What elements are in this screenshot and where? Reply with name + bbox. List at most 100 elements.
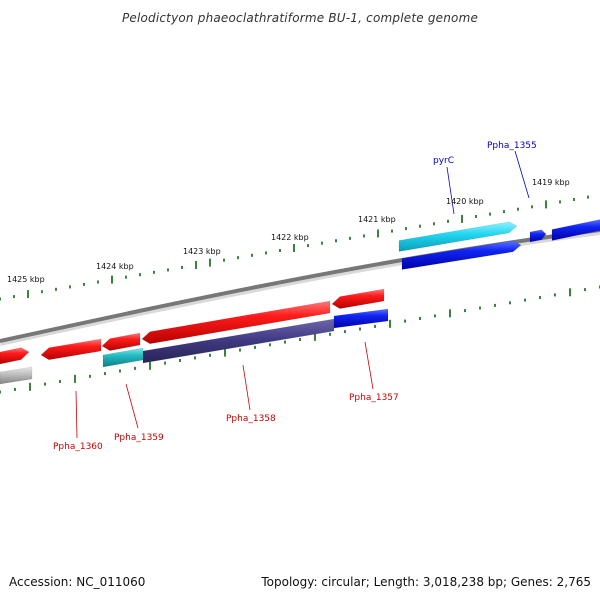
scale-tick [83, 282, 85, 286]
scale-tick [139, 273, 141, 277]
bottom-scale-ticks [0, 285, 600, 394]
scale-tick [447, 219, 449, 223]
scale-label: 1423 kbp [183, 247, 221, 256]
scale-tick [554, 293, 556, 297]
scale-tick [209, 353, 211, 357]
feature-callout-line [125, 383, 139, 429]
scale-tick [239, 348, 241, 352]
scale-tick [539, 296, 541, 299]
scale-tick [0, 297, 1, 301]
scale-tick [545, 200, 547, 209]
feature-label: Ppha_1358 [226, 414, 276, 424]
scale-tick [494, 303, 496, 307]
feature-callout-line [364, 341, 374, 390]
scale-tick [89, 374, 91, 378]
scale-tick [254, 345, 256, 349]
feature-callout-line [75, 390, 78, 439]
scale-tick [377, 229, 379, 238]
scale-tick [111, 275, 113, 284]
scale-tick [569, 288, 571, 297]
scale-tick [0, 390, 1, 394]
scale-tick [531, 205, 533, 209]
pyrc-feature-arrow [398, 221, 518, 252]
map-title: Pelodictyon phaeoclathratiforme BU-1, co… [121, 11, 479, 25]
scale-tick [237, 256, 239, 260]
scale-ticks [0, 195, 600, 394]
scale-tick [27, 290, 29, 299]
scale-tick [195, 261, 197, 269]
scale-tick [517, 207, 519, 211]
scale-tick [41, 290, 43, 294]
scale-tick [149, 361, 151, 370]
ppha-1355-feature-arrow [529, 229, 547, 243]
feature-callout-line [514, 150, 530, 199]
scale-label: 1420 kbp [446, 197, 484, 206]
top-scale-ticks [0, 195, 589, 301]
scale-tick [14, 387, 16, 391]
scale-tick [293, 244, 295, 252]
red-feature-arrow [40, 338, 102, 361]
scale-tick [475, 215, 477, 218]
scale-tick [359, 327, 361, 331]
feature-label: pyrC [433, 156, 454, 166]
scale-tick [419, 317, 421, 320]
scale-tick [321, 241, 323, 245]
scale-tick [251, 253, 253, 257]
scale-tick [573, 198, 575, 201]
scale-tick [391, 229, 393, 233]
feature-label: Ppha_1360 [53, 442, 103, 452]
scale-tick [363, 234, 365, 238]
feature-label: Ppha_1355 [487, 141, 537, 151]
ppha-1359-feature [102, 347, 144, 368]
scale-tick [97, 280, 99, 284]
scale-tick [224, 348, 226, 357]
scale-tick [13, 295, 15, 299]
scale-tick [584, 288, 586, 292]
scale-label: 1425 kbp [7, 275, 45, 284]
scale-tick [284, 340, 286, 344]
negative-red-feature-arrow [331, 288, 385, 309]
scale-tick [104, 372, 106, 376]
scale-tick [419, 224, 421, 228]
feature-callout-line [446, 166, 455, 215]
red-feature-arrow [101, 332, 141, 351]
scale-tick [524, 298, 526, 302]
scale-tick [405, 227, 407, 231]
scale-tick [179, 359, 181, 362]
scale-tick [269, 343, 271, 347]
scale-tick [433, 222, 435, 226]
scale-tick [164, 361, 166, 365]
scale-tick [119, 369, 121, 373]
scale-label: 1424 kbp [96, 262, 134, 271]
ppha-1358-feature-arrow [141, 300, 331, 345]
scale-tick [449, 309, 451, 318]
scale-tick [209, 258, 211, 267]
scale-tick [559, 200, 561, 204]
scale-tick [389, 319, 391, 328]
gene-features [0, 219, 600, 385]
scale-tick [299, 338, 301, 341]
ppha-1357-feature [333, 308, 389, 329]
scale-tick [307, 244, 309, 248]
scale-tick [125, 275, 127, 279]
scale-label: 1421 kbp [358, 215, 396, 224]
right-edge-blue-feature [551, 219, 600, 241]
scale-tick [134, 366, 136, 370]
scale-tick [29, 382, 31, 391]
scale-tick [223, 258, 225, 262]
scale-tick [461, 214, 463, 223]
scale-tick [587, 195, 589, 199]
scale-tick [181, 266, 183, 269]
scale-label: 1422 kbp [271, 233, 309, 242]
scale-tick [479, 306, 481, 310]
scale-tick [265, 251, 267, 255]
scale-tick [374, 324, 376, 328]
accession-text: Accession: NC_011060 [9, 575, 146, 589]
scale-tick [69, 285, 71, 289]
scale-tick [404, 319, 406, 323]
positive-blue-feature-arrow [401, 240, 522, 270]
scale-tick [167, 268, 169, 272]
scale-tick [335, 239, 337, 243]
feature-label: Ppha_1357 [349, 393, 399, 403]
